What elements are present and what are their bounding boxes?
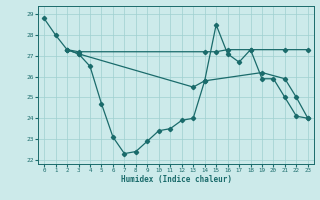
X-axis label: Humidex (Indice chaleur): Humidex (Indice chaleur) (121, 175, 231, 184)
